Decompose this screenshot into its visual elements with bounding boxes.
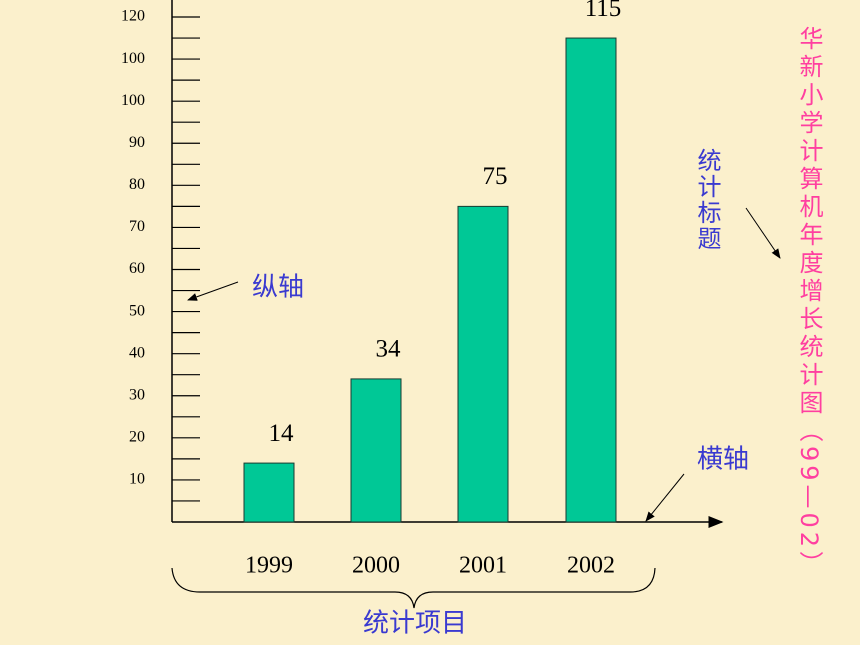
y-tick-label: 100 bbox=[121, 92, 145, 109]
bar bbox=[457, 205, 509, 523]
bar bbox=[565, 37, 617, 523]
x-tick-label: 2002 bbox=[567, 553, 615, 579]
y-tick-label: 10 bbox=[129, 471, 145, 488]
y-tick-label: 100 bbox=[121, 50, 145, 67]
y-tick-label: 70 bbox=[129, 218, 145, 235]
y-tick-label: 80 bbox=[129, 176, 145, 193]
y-tick-label: 30 bbox=[129, 386, 145, 403]
arrow bbox=[745, 207, 781, 259]
y-tick-label: 40 bbox=[129, 344, 145, 361]
arrow bbox=[187, 281, 239, 301]
title-note: 统计标题 bbox=[693, 148, 721, 252]
brace bbox=[171, 567, 656, 609]
chart-title: 华新小学计算机年度增长统计图（99—02） bbox=[795, 26, 823, 579]
x-tick-label: 2000 bbox=[352, 553, 400, 579]
y-tick-label: 20 bbox=[129, 429, 145, 446]
x-tick-label: 1999 bbox=[245, 553, 293, 579]
y-tick-label: 50 bbox=[129, 302, 145, 319]
bar bbox=[350, 378, 402, 523]
y-tick-label: 60 bbox=[129, 260, 145, 277]
x-label: 统计项目 bbox=[363, 609, 467, 639]
x-axis-note: 横轴 bbox=[697, 445, 749, 475]
y-tick-label: 120 bbox=[121, 8, 145, 25]
bar bbox=[243, 462, 295, 523]
value-label: 75 bbox=[483, 163, 508, 190]
arrow bbox=[645, 473, 685, 522]
value-label: 14 bbox=[269, 420, 295, 447]
value-label: 34 bbox=[376, 336, 402, 363]
value-label: 115 bbox=[585, 0, 622, 22]
y-tick-label: 90 bbox=[129, 134, 145, 151]
x-tick-label: 2001 bbox=[459, 553, 507, 579]
y-axis-note: 纵轴 bbox=[252, 273, 304, 303]
